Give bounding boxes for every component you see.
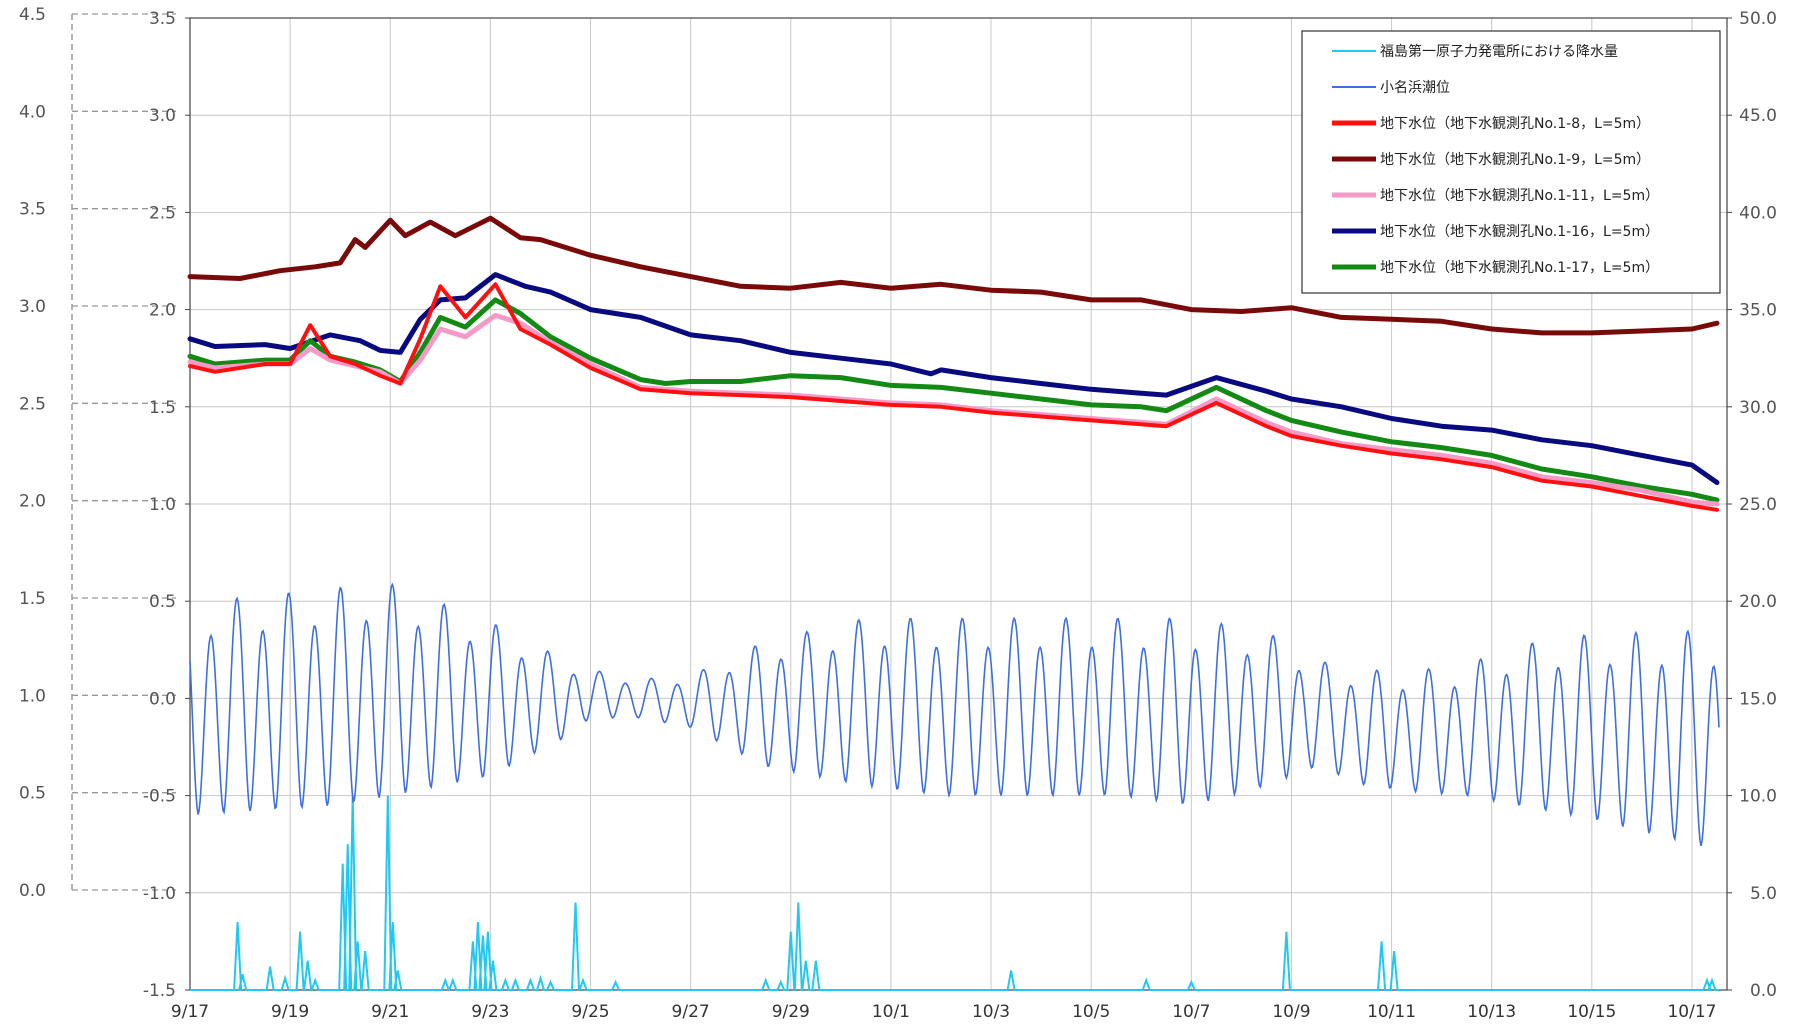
right-tick-label: 45.0 [1739, 106, 1777, 126]
tick-labels: 9/17 9/19 9/21 9/23 9/25 9/27 9/29 10/1 10/3 10/5… [19, 5, 1777, 1022]
x-tick-label: 10/1 [872, 1002, 910, 1022]
outer-left-tick-label: 4.5 [19, 5, 46, 25]
inner-left-tick-label: -0.5 [143, 787, 176, 807]
x-tick-label: 9/29 [772, 1002, 810, 1022]
inner-left-tick-label: 2.5 [149, 203, 176, 223]
legend: 福島第一原子力発電所における降水量小名浜潮位地下水位（地下水観測孔No.1-8，… [1301, 30, 1721, 294]
right-tick-label: 15.0 [1739, 689, 1777, 709]
inner-left-tick-label: 2.0 [149, 301, 176, 321]
inner-left-tick-label: 1.0 [149, 495, 176, 515]
grid [189, 17, 1727, 991]
series-rainfall [190, 795, 1720, 991]
legend-label: 地下水位（地下水観測孔No.1-9，L=5m） [1380, 151, 1650, 168]
x-tick-label: 10/17 [1667, 1002, 1716, 1022]
legend-box [1301, 30, 1721, 294]
right-tick-label: 30.0 [1739, 398, 1777, 418]
right-tick-label: 50.0 [1739, 9, 1777, 29]
x-tick-label: 9/17 [171, 1002, 209, 1022]
legend-label: 地下水位（地下水観測孔No.1-11，L=5m） [1380, 187, 1659, 204]
outer-left-tick-label: 1.5 [19, 589, 46, 609]
legend-label: 地下水位（地下水観測孔No.1-8，L=5m） [1380, 115, 1650, 132]
outer-left-tick-label: 3.0 [19, 297, 46, 317]
legend-label: 地下水位（地下水観測孔No.1-16，L=5m） [1380, 223, 1659, 240]
plot-area [187, 215, 1720, 991]
x-tick-label: 9/25 [571, 1002, 609, 1022]
right-tick-label: 35.0 [1739, 301, 1777, 321]
outer-left-tick-label: 0.5 [19, 784, 46, 804]
inner-left-tick-label: -1.0 [143, 884, 176, 904]
outer-left-tick-label: 2.5 [19, 394, 46, 414]
right-tick-label: 20.0 [1739, 592, 1777, 612]
inner-left-tick-label: 3.5 [149, 9, 176, 29]
inner-left-tick-label: 0.5 [149, 592, 176, 612]
x-tick-label: 10/11 [1367, 1002, 1416, 1022]
right-tick-label: 0.0 [1750, 981, 1777, 1001]
series-tide-level [189, 582, 1720, 846]
inner-left-tick-label: 0.0 [149, 689, 176, 709]
outer-left-tick-label: 4.0 [19, 102, 46, 122]
right-tick-label: 5.0 [1750, 884, 1777, 904]
inner-left-tick-label: 1.5 [149, 398, 176, 418]
outer-left-tick-label: 2.0 [19, 492, 46, 512]
right-tick-label: 40.0 [1739, 203, 1777, 223]
x-tick-label: 10/9 [1272, 1002, 1310, 1022]
legend-label: 福島第一原子力発電所における降水量 [1380, 43, 1618, 60]
right-tick-label: 25.0 [1739, 495, 1777, 515]
x-tick-label: 9/27 [672, 1002, 710, 1022]
series-groundwater-w17 [187, 297, 1720, 503]
x-tick-label: 9/21 [371, 1002, 409, 1022]
outer-left-tick-label: 1.0 [19, 686, 46, 706]
x-tick-label: 10/13 [1467, 1002, 1516, 1022]
inner-left-tick-label: 3.0 [149, 106, 176, 126]
series-groundwater-w9 [187, 215, 1720, 336]
legend-label: 小名浜潮位 [1380, 80, 1450, 96]
legend-label: 地下水位（地下水観測孔No.1-17，L=5m） [1380, 259, 1659, 276]
x-tick-label: 9/23 [471, 1002, 509, 1022]
series-groundwater-w8 [188, 282, 1719, 512]
outer-left-tick-label: 0.0 [19, 881, 46, 901]
inner-left-tick-label: -1.5 [143, 981, 176, 1001]
outer-left-tick-label: 3.5 [19, 200, 46, 220]
x-tick-label: 9/19 [271, 1002, 309, 1022]
x-tick-label: 10/5 [1072, 1002, 1110, 1022]
x-tick-label: 10/15 [1567, 1002, 1616, 1022]
right-tick-label: 10.0 [1739, 787, 1777, 807]
x-tick-label: 10/3 [972, 1002, 1010, 1022]
series-groundwater-w16 [187, 272, 1720, 486]
x-tick-label: 10/7 [1172, 1002, 1210, 1022]
